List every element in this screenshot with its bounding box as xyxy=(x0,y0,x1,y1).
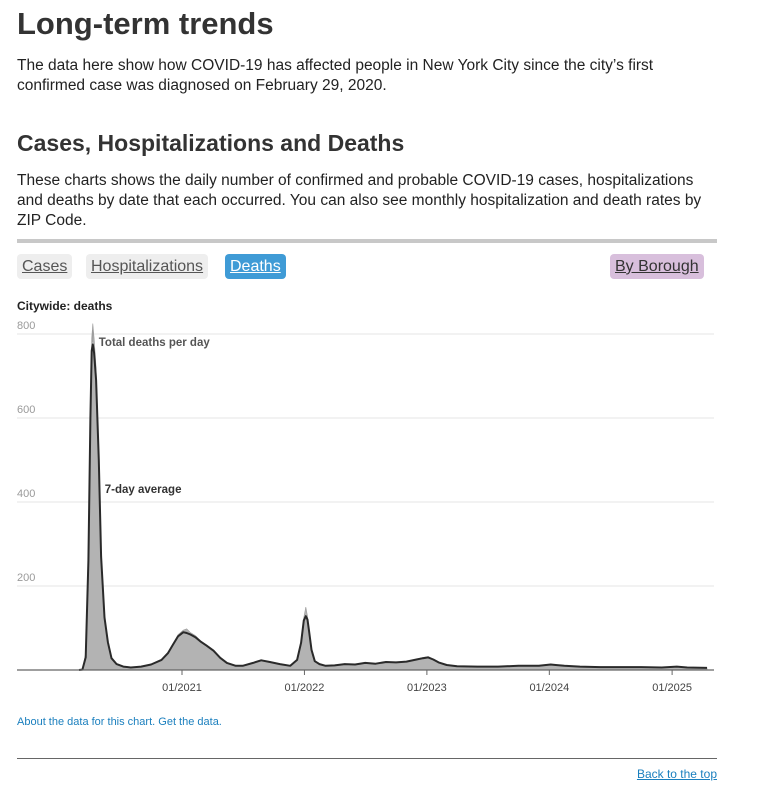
metric-tabs: Cases Hospitalizations Deaths By Borough xyxy=(17,254,717,280)
seven-day-average-line xyxy=(78,343,708,671)
chart-title: Citywide: deaths xyxy=(17,299,113,313)
section-divider xyxy=(17,239,717,243)
page-title: Long-term trends xyxy=(17,6,274,41)
section-description: These charts shows the daily number of c… xyxy=(17,172,702,229)
x-axis: 01/2021 01/2022 01/2023 01/2024 01/2025 xyxy=(17,669,714,694)
y-axis-ticks: 800 600 400 200 xyxy=(17,320,35,584)
tab-deaths[interactable]: Deaths xyxy=(225,254,286,279)
y-tick-label: 800 xyxy=(17,320,35,332)
back-to-top-link[interactable]: Back to the top xyxy=(636,767,717,781)
about-data-link[interactable]: About the data for this chart. xyxy=(17,716,156,728)
daily-deaths-bars xyxy=(78,323,708,671)
x-tick-label: 01/2021 xyxy=(162,682,202,694)
x-tick-label: 01/2024 xyxy=(529,682,569,694)
x-tick-label: 01/2025 xyxy=(652,682,692,694)
tab-cases[interactable]: Cases xyxy=(17,254,73,279)
by-borough-button[interactable]: By Borough xyxy=(610,254,704,279)
y-tick-label: 600 xyxy=(17,404,35,416)
y-tick-label: 400 xyxy=(17,488,35,500)
seven-day-average xyxy=(78,343,708,671)
intro-text: The data here show how COVID-19 has affe… xyxy=(17,57,654,94)
chart-annotations: Total deaths per day 7-day average xyxy=(92,330,211,496)
total-deaths-annotation: Total deaths per day xyxy=(99,337,211,349)
section-title: Cases, Hospitalizations and Deaths xyxy=(17,130,405,156)
seven-day-average-annotation: 7-day average xyxy=(105,484,182,496)
footer-divider xyxy=(17,758,717,759)
y-tick-label: 200 xyxy=(17,572,35,584)
x-tick-label: 01/2022 xyxy=(285,682,325,694)
x-tick-label: 01/2023 xyxy=(407,682,447,694)
tab-hospitalizations[interactable]: Hospitalizations xyxy=(86,254,209,279)
chart-gridlines xyxy=(17,333,714,587)
daily-deaths-area xyxy=(78,323,708,671)
get-data-link[interactable]: Get the data. xyxy=(158,716,222,728)
chart-footnote: About the data for this chart. Get the d… xyxy=(17,716,222,728)
